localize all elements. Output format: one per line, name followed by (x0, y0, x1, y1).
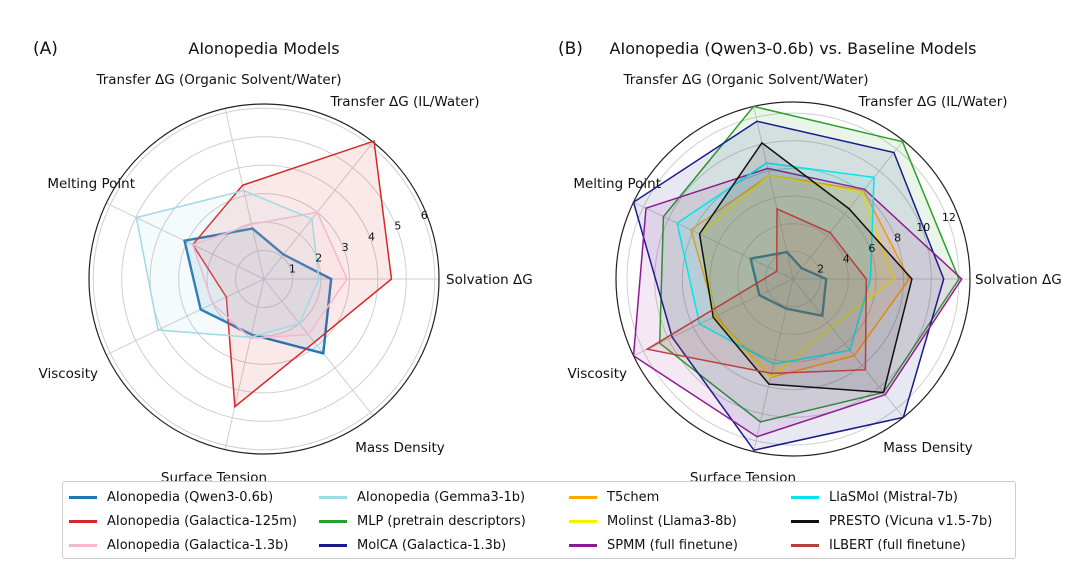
legend-label: AIonopedia (Galactica-1.3b) (107, 537, 289, 553)
outer-frame (88, 103, 440, 455)
series-aionopedia-gemma3-1b- (135, 189, 320, 339)
legend-item: Molinst (Llama3-8b) (563, 509, 785, 533)
legend-swatch (791, 543, 819, 547)
radial-tick-label: 2 (817, 263, 824, 276)
legend-item: AIonopedia (Galactica-125m) (63, 509, 313, 533)
axis-label: Solvation ΔG (446, 272, 533, 288)
axis-label: Transfer ΔG (Organic Solvent/Water) (95, 72, 341, 88)
legend-item: T5chem (563, 485, 785, 509)
legend-swatch (319, 543, 347, 547)
radial-tick-label: 6 (868, 242, 875, 255)
grid-spoke (753, 106, 794, 280)
legend-label: T5chem (607, 489, 660, 505)
legend-item: PRESTO (Vicuna v1.5-7b) (785, 509, 1017, 533)
series-spmm-full-finetune- (632, 167, 963, 438)
legend-item: MLP (pretrain descriptors) (313, 509, 563, 533)
axis-label: Surface Tension (690, 470, 796, 486)
legend-swatch (569, 543, 597, 547)
legend-swatch (791, 495, 819, 499)
legend-label: MolCA (Galactica-1.3b) (357, 537, 507, 553)
legend-swatch (569, 495, 597, 499)
axis-label: Solvation ΔG (975, 272, 1062, 288)
outer-frame (615, 101, 971, 457)
legend-label: PRESTO (Vicuna v1.5-7b) (829, 513, 993, 529)
legend-item: AIonopedia (Gemma3-1b) (313, 485, 563, 509)
series-ilbert-full-finetune- (645, 207, 868, 375)
axis-label: Viscosity (568, 366, 627, 382)
legend: AIonopedia (Qwen3-0.6b) AIonopedia (Galac… (62, 481, 1016, 559)
legend-item: MolCA (Galactica-1.3b) (313, 533, 563, 557)
legend-label: ILBERT (full finetune) (829, 537, 966, 553)
series-llasmol-mistral-7b- (676, 162, 875, 365)
grid-spoke (263, 278, 374, 417)
radar-panel-a: 1 2 3 4 5 6 Solvation ΔG Transfer ΔG (IL/Water)… (33, 39, 533, 486)
radial-tick-label: 8 (894, 232, 901, 245)
legend-label: AIonopedia (Galactica-125m) (107, 513, 297, 529)
panel-label: (B) (558, 39, 583, 59)
legend-label: AIonopedia (Gemma3-1b) (357, 489, 526, 505)
legend-item: SPMM (full finetune) (563, 533, 785, 557)
legend-swatch (69, 495, 97, 499)
radial-tick-label: 6 (421, 209, 428, 222)
radial-tick-label: 5 (394, 220, 401, 233)
radial-tick-label: 1 (289, 262, 296, 275)
series-aionopedia-galactica-1-3b- (191, 211, 348, 340)
radial-tick-label: 4 (843, 252, 850, 265)
series-aionopedia-qwen3-0-6b- (183, 227, 333, 355)
axis-label: Surface Tension (161, 470, 267, 486)
legend-label: SPMM (full finetune) (607, 537, 738, 553)
radial-tick-label: 4 (368, 230, 375, 243)
legend-swatch (569, 519, 597, 523)
radar-panel-b: 2 4 6 8 10 12 Solvation ΔG Transfer ΔG (IL/Wate… (558, 39, 1062, 486)
grid-spoke (106, 278, 265, 356)
legend-swatch (69, 543, 97, 547)
legend-label: Molinst (Llama3-8b) (607, 513, 737, 529)
axis-label: Viscosity (39, 366, 98, 382)
legend-item: AIonopedia (Qwen3-0.6b) (63, 485, 313, 509)
radial-tick-label: 12 (942, 211, 956, 224)
series-aionopedia-galactica-125m- (191, 140, 393, 409)
grid-spoke (224, 108, 265, 280)
legend-label: LlaSMol (Mistral-7b) (829, 489, 958, 505)
grid-spoke (263, 141, 374, 280)
axis-label: Melting Point (47, 176, 135, 192)
radial-tick-label: 10 (916, 221, 930, 234)
legend-label: AIonopedia (Qwen3-0.6b) (107, 489, 274, 505)
grid-spoke (633, 201, 794, 280)
legend-swatch (319, 519, 347, 523)
axis-label: Mass Density (883, 440, 973, 456)
axis-label: Mass Density (355, 440, 445, 456)
series-aionopedia-qwen3-0-6b- (749, 250, 828, 318)
panel-title: AIonopedia Models (188, 39, 339, 58)
legend-label: MLP (pretrain descriptors) (357, 513, 526, 529)
series-presto-vicuna-v1-5-7b- (698, 141, 913, 394)
axis-label: Transfer ΔG (IL/Water) (329, 94, 479, 110)
grid-spoke (792, 140, 904, 280)
legend-item: LlaSMol (Mistral-7b) (785, 485, 1017, 509)
legend-swatch (319, 495, 347, 499)
axis-label: Melting Point (573, 176, 661, 192)
grid-spoke (224, 278, 265, 450)
legend-swatch (791, 519, 819, 523)
legend-item: ILBERT (full finetune) (785, 533, 1017, 557)
axis-label: Transfer ΔG (Organic Solvent/Water) (622, 72, 868, 88)
axis-label: Transfer ΔG (IL/Water) (857, 94, 1007, 110)
radial-tick-label: 2 (315, 252, 322, 265)
legend-item: AIonopedia (Galactica-1.3b) (63, 533, 313, 557)
legend-swatch (69, 519, 97, 523)
radial-tick-label: 3 (342, 241, 349, 254)
series-t5chem (689, 174, 911, 379)
panel-label: (A) (33, 39, 58, 59)
panel-title: AIonopedia (Qwen3-0.6b) vs. Baseline Mod… (610, 39, 977, 58)
